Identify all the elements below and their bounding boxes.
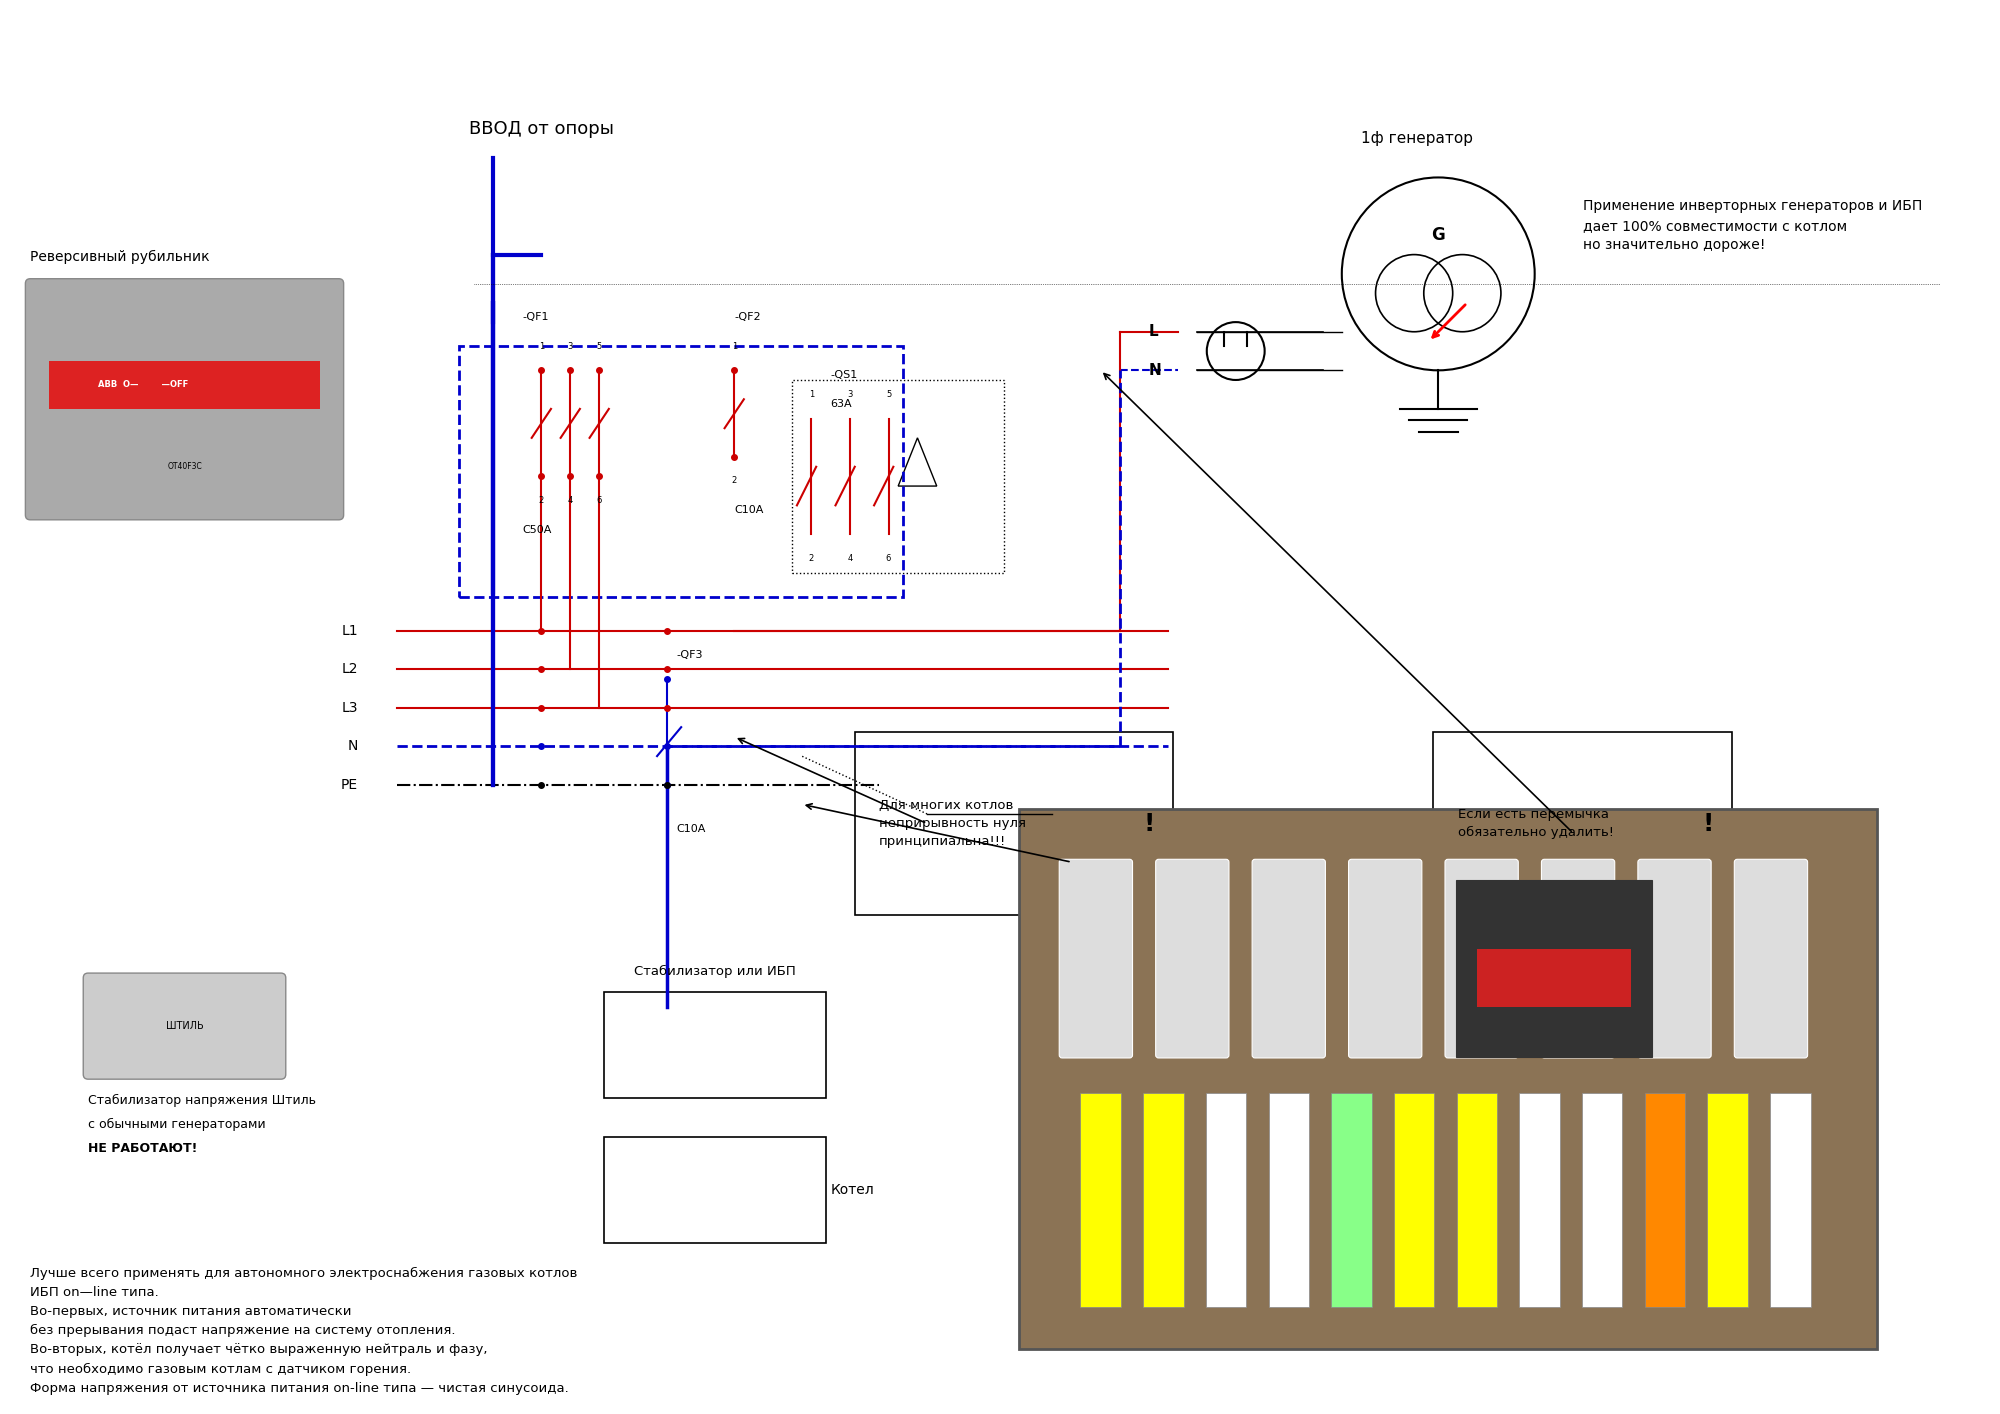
- Text: 5: 5: [886, 390, 892, 399]
- Text: !: !: [1144, 812, 1154, 836]
- Text: -QF3: -QF3: [676, 649, 702, 660]
- Text: L1: L1: [342, 624, 358, 638]
- Text: L3: L3: [342, 701, 358, 715]
- Text: 4: 4: [848, 553, 852, 563]
- Text: Котел: Котел: [830, 1184, 874, 1198]
- Text: N: N: [348, 740, 358, 754]
- FancyBboxPatch shape: [1434, 732, 1732, 915]
- FancyBboxPatch shape: [1206, 1093, 1246, 1307]
- FancyBboxPatch shape: [1156, 860, 1228, 1058]
- Text: 1: 1: [808, 390, 814, 399]
- Text: Реверсивный рубильник: Реверсивный рубильник: [30, 250, 210, 264]
- Text: C10A: C10A: [734, 505, 764, 515]
- FancyBboxPatch shape: [1582, 1093, 1622, 1307]
- FancyBboxPatch shape: [1708, 1093, 1748, 1307]
- FancyBboxPatch shape: [1348, 860, 1422, 1058]
- Text: N: N: [1148, 363, 1162, 378]
- FancyBboxPatch shape: [1252, 860, 1326, 1058]
- Text: PE: PE: [340, 778, 358, 792]
- FancyBboxPatch shape: [1332, 1093, 1372, 1307]
- Text: 6: 6: [596, 496, 602, 505]
- Text: ABB  O—        —OFF: ABB O— —OFF: [98, 380, 188, 389]
- Text: L2: L2: [342, 662, 358, 676]
- Text: 4: 4: [568, 496, 572, 505]
- FancyBboxPatch shape: [84, 973, 286, 1079]
- Text: Стабилизатор или ИБП: Стабилизатор или ИБП: [634, 964, 796, 978]
- FancyBboxPatch shape: [1080, 1093, 1120, 1307]
- Text: -QF1: -QF1: [522, 312, 548, 322]
- Text: 1: 1: [538, 342, 544, 351]
- Text: 1: 1: [732, 342, 736, 351]
- Text: ШТИЛЬ: ШТИЛЬ: [166, 1021, 204, 1031]
- FancyBboxPatch shape: [1456, 880, 1652, 1058]
- FancyBboxPatch shape: [26, 279, 344, 520]
- Text: Если есть перемычка
обязательно удалить!: Если есть перемычка обязательно удалить!: [1458, 807, 1614, 839]
- Text: C10A: C10A: [676, 823, 706, 834]
- Text: 2: 2: [732, 477, 736, 485]
- Text: 6: 6: [886, 553, 892, 563]
- FancyBboxPatch shape: [1542, 860, 1614, 1058]
- FancyBboxPatch shape: [1644, 1093, 1686, 1307]
- FancyBboxPatch shape: [604, 1137, 826, 1243]
- Text: Стабилизатор напряжения Штиль: Стабилизатор напряжения Штиль: [88, 1093, 316, 1107]
- Text: !: !: [1702, 812, 1714, 836]
- Text: 2: 2: [808, 553, 814, 563]
- Text: C50A: C50A: [522, 525, 552, 534]
- Text: ВВОД от опоры: ВВОД от опоры: [468, 120, 614, 139]
- FancyBboxPatch shape: [1638, 860, 1712, 1058]
- Text: 3: 3: [568, 342, 572, 351]
- Text: -QF2: -QF2: [734, 312, 760, 322]
- FancyBboxPatch shape: [604, 993, 826, 1099]
- FancyBboxPatch shape: [854, 732, 1174, 915]
- FancyBboxPatch shape: [50, 361, 320, 409]
- Text: -QS1: -QS1: [830, 370, 858, 380]
- FancyBboxPatch shape: [1018, 809, 1878, 1349]
- Text: OT40F3C: OT40F3C: [168, 462, 202, 471]
- FancyBboxPatch shape: [1060, 860, 1132, 1058]
- Text: 3: 3: [848, 390, 852, 399]
- Text: Применение инверторных генераторов и ИБП
дает 100% совместимости с котлом
но зна: Применение инверторных генераторов и ИБП…: [1582, 199, 1922, 252]
- Text: Лучше всего применять для автономного электроснабжения газовых котлов
ИБП on—lin: Лучше всего применять для автономного эл…: [30, 1267, 578, 1394]
- FancyBboxPatch shape: [1394, 1093, 1434, 1307]
- FancyBboxPatch shape: [1476, 949, 1632, 1007]
- Text: L: L: [1148, 324, 1158, 339]
- FancyBboxPatch shape: [1144, 1093, 1184, 1307]
- FancyBboxPatch shape: [1520, 1093, 1560, 1307]
- FancyBboxPatch shape: [1444, 860, 1518, 1058]
- Text: 5: 5: [596, 342, 602, 351]
- FancyBboxPatch shape: [1734, 860, 1808, 1058]
- Text: 1ф генератор: 1ф генератор: [1362, 132, 1474, 147]
- Text: НЕ РАБОТАЮТ!: НЕ РАБОТАЮТ!: [88, 1143, 198, 1155]
- Text: G: G: [1432, 226, 1446, 245]
- Text: с обычными генераторами: с обычными генераторами: [88, 1117, 266, 1131]
- Text: 63A: 63A: [830, 399, 852, 409]
- FancyBboxPatch shape: [1770, 1093, 1810, 1307]
- Text: 2: 2: [538, 496, 544, 505]
- FancyBboxPatch shape: [1268, 1093, 1310, 1307]
- FancyBboxPatch shape: [1456, 1093, 1498, 1307]
- Text: Для многих котлов
неприрывность нуля
принципиальна!!!: Для многих котлов неприрывность нуля при…: [878, 799, 1026, 848]
